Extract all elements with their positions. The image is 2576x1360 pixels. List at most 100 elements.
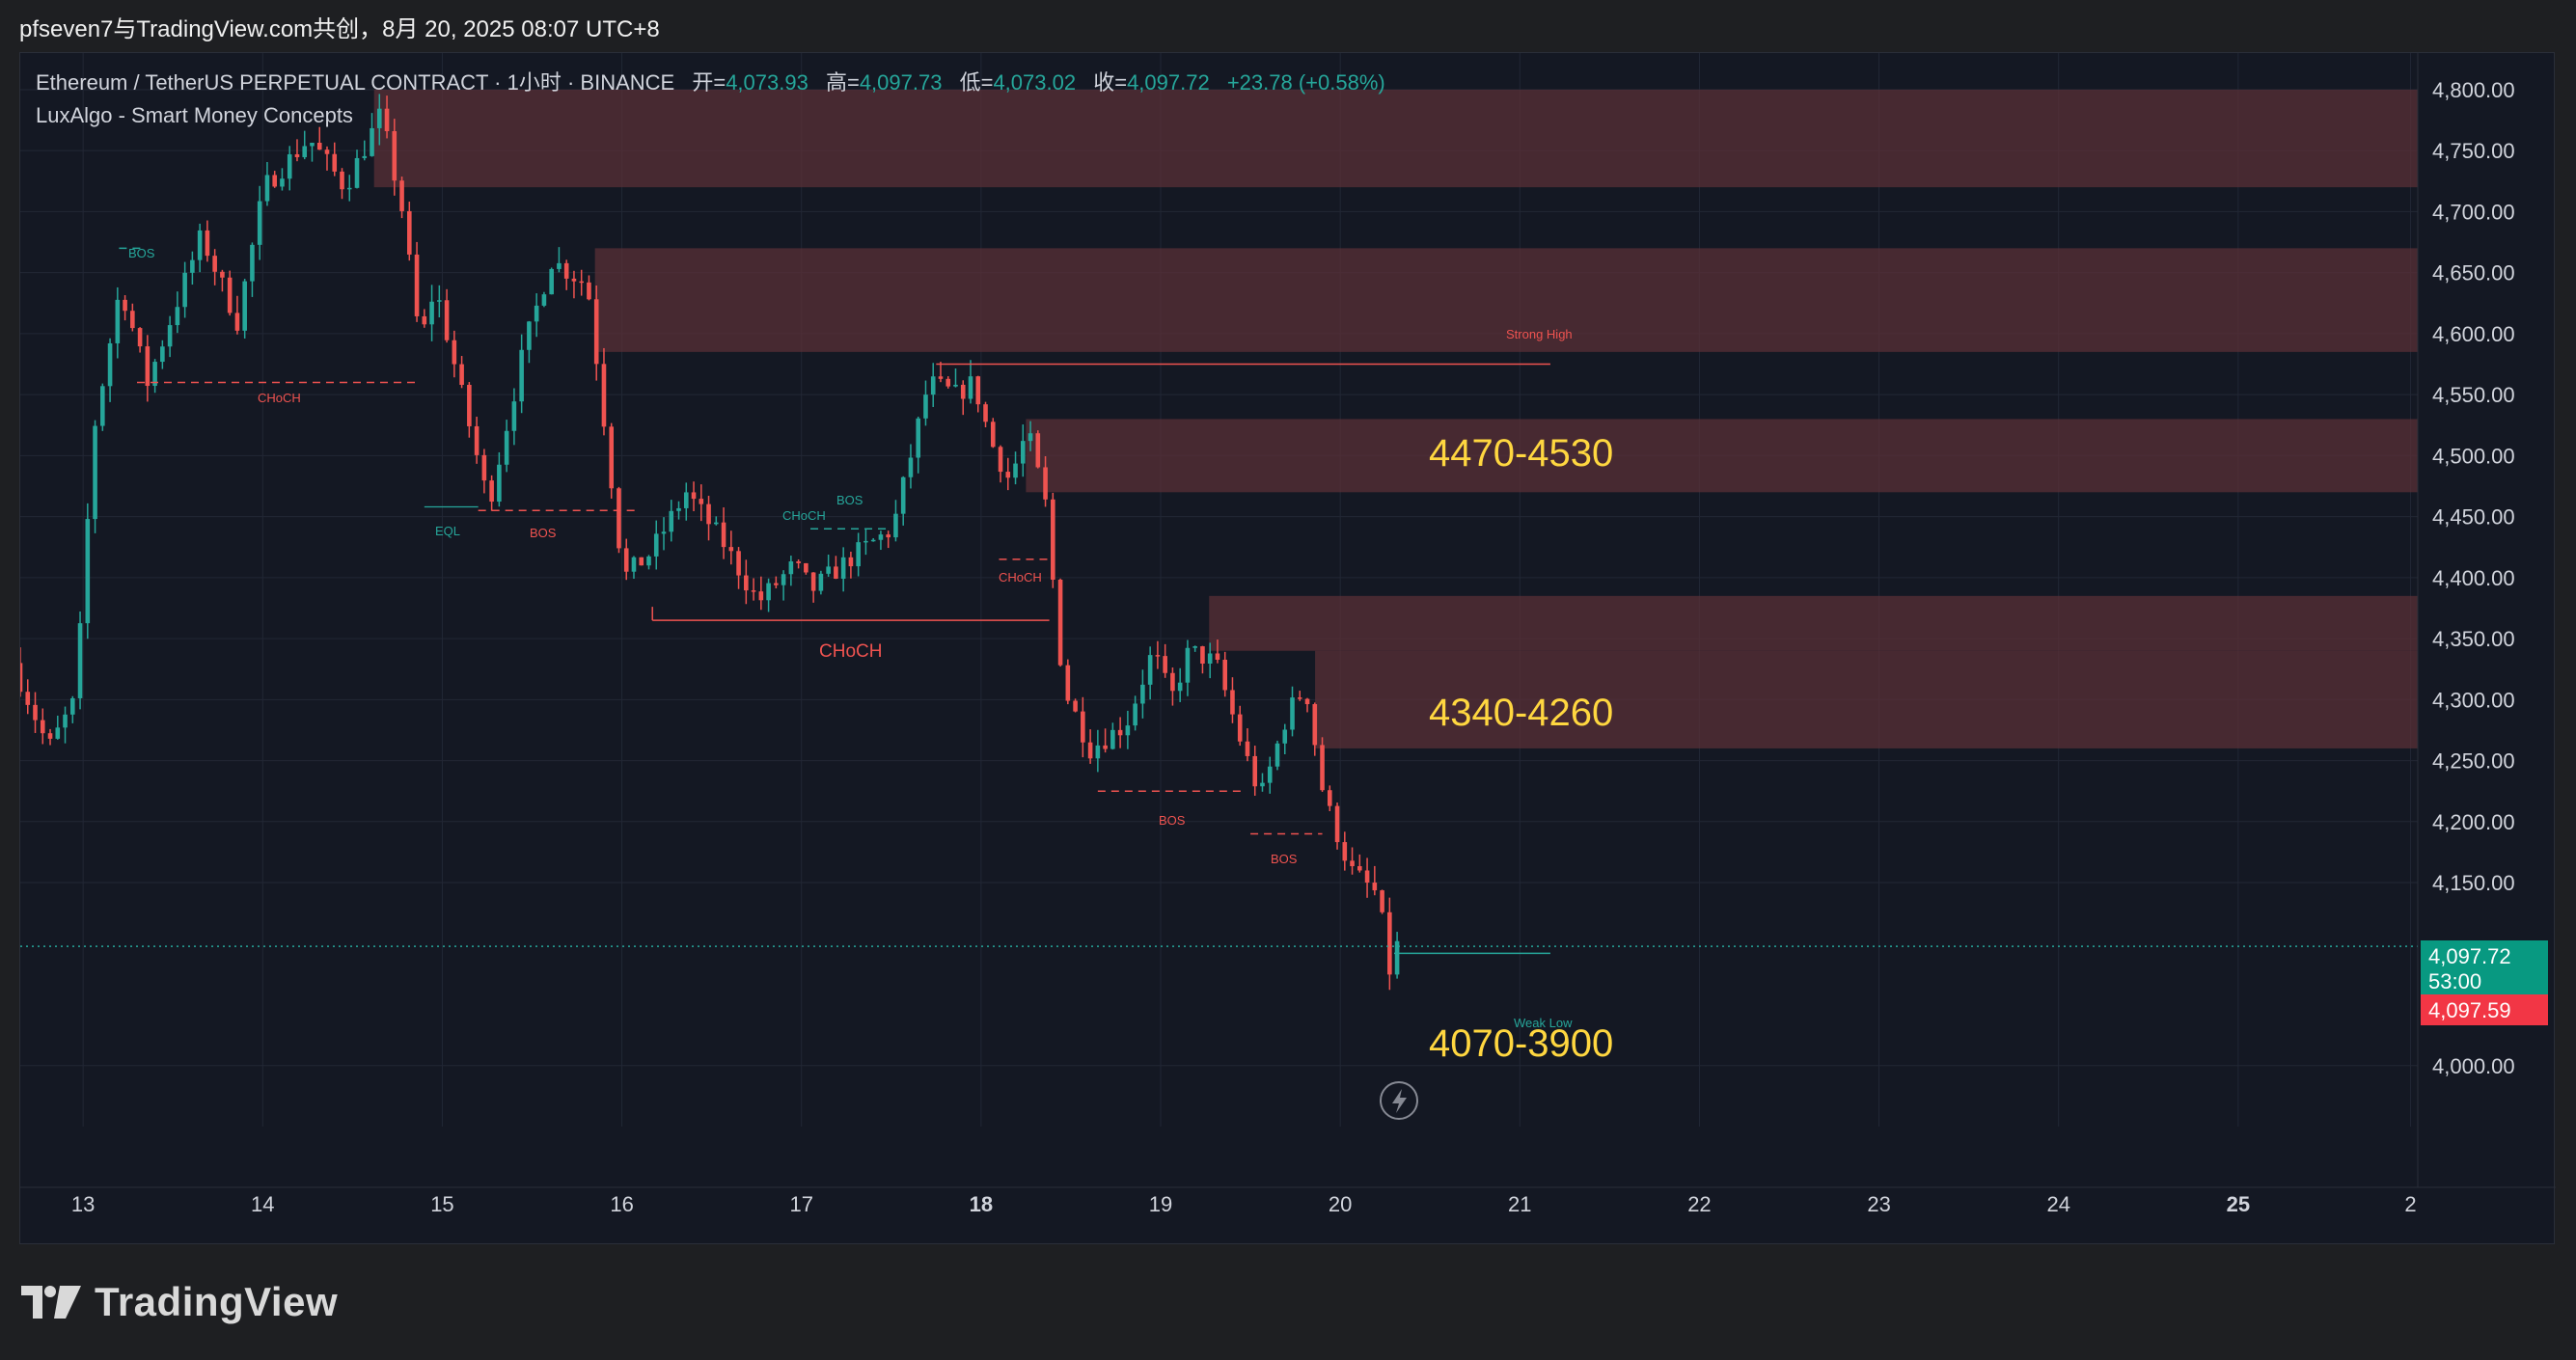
candle-body [1147,655,1153,685]
candle-body [683,492,689,508]
candle-body [1237,714,1243,742]
price-tick-label: 4,350.00 [2432,627,2515,651]
candle-body [571,278,577,282]
candle-body [182,272,187,308]
candle-body [1087,742,1093,759]
price-tick-label: 4,300.00 [2432,688,2515,712]
candle-body [527,321,532,350]
candle-body [175,307,180,326]
candle-body [878,534,884,540]
candle-body [354,157,360,188]
candle-body [1155,655,1161,657]
replay-button[interactable] [1380,1081,1418,1120]
candle-body [1177,682,1183,692]
candle-body [77,623,83,698]
time-tick-label: 2 [2404,1192,2416,1216]
price-badges: 4,097.72 53:00 4,097.59 [2421,940,2548,1025]
candle-body [1073,700,1078,712]
bos-label-2: BOS [530,526,557,540]
time-tick-label: 21 [1508,1192,1531,1216]
candle-body [1297,697,1302,699]
candle-body [1117,729,1123,736]
bos-label-1: BOS [128,246,155,260]
candle-body [310,142,315,147]
time-tick-label: 16 [610,1192,633,1216]
time-tick-label: 23 [1867,1192,1890,1216]
candle-body [467,384,472,426]
time-tick-label: 13 [71,1192,95,1216]
legend-change: +23.78 (+0.58%) [1227,70,1385,95]
tradingview-logo[interactable]: TradingView [21,1279,338,1325]
candle-body [346,187,352,190]
candle-body [557,262,562,269]
legend-low-value: 4,073.02 [993,70,1076,95]
candle-body [609,426,615,489]
candle-body [758,591,764,601]
candle-body [220,271,225,278]
candle-body [1304,698,1310,705]
candle-body [25,692,31,705]
lightning-icon [1392,1089,1407,1113]
candle-body [796,561,801,563]
candle-body [736,551,741,576]
legend: Ethereum / TetherUS PERPETUAL CONTRACT ·… [36,70,1385,127]
supply-zone [1026,419,2418,493]
tradingview-wordmark: TradingView [95,1279,339,1324]
candle-body [93,425,97,520]
candle-body [623,548,629,572]
candle-body [601,364,607,427]
candle-body [63,714,68,728]
candle-body [324,150,330,154]
candle-body [1357,866,1362,871]
plot-area [20,53,2418,1127]
candle-body [706,503,711,525]
time-tick-label: 15 [430,1192,453,1216]
candle-body [714,522,719,525]
price-chart[interactable]: Ethereum / TetherUS PERPETUAL CONTRACT ·… [17,53,2556,1245]
candle-body [975,376,981,405]
candle-body [1274,743,1280,767]
legend-open-value: 4,073.93 [726,70,808,95]
time-tick-label: 24 [2046,1192,2069,1216]
last-price-badge [2421,940,2548,994]
time-tick-label: 20 [1329,1192,1352,1216]
candle-body [69,697,75,715]
candle-body [1380,890,1384,912]
time-tick-label: 19 [1149,1192,1172,1216]
candle-body [452,340,457,365]
candle-body [407,210,412,255]
legend-low-label: 低= [960,70,994,95]
candle-body [848,557,854,567]
candle-body [1095,745,1101,759]
legend-open-label: 开= [692,70,726,95]
candle-body [40,720,45,734]
svg-text:Ethereum / TetherUS PERPETUAL: Ethereum / TetherUS PERPETUAL CONTRACT ·… [36,70,1385,95]
bos-label-5: BOS [1271,852,1298,866]
candle-body [280,178,285,187]
time-tick-label: 17 [789,1192,812,1216]
candle-body [1245,741,1250,756]
chart-frame[interactable]: Ethereum / TetherUS PERPETUAL CONTRACT ·… [17,52,2556,1245]
share-header: pfseven7与TradingView.com共创，8月 20, 2025 0… [0,0,2576,52]
candle-body [47,733,53,739]
zone-label-4470-4530: 4470-4530 [1429,432,1613,475]
legend-close-label: 收= [1093,70,1127,95]
candle-body [1020,441,1026,464]
candle-body [489,480,494,503]
candle-body [272,175,278,187]
candle-body [788,561,794,575]
zone-label-4340-4260: 4340-4260 [1429,692,1613,734]
candle-body [205,230,210,257]
candle-body [437,300,442,302]
candle-body [728,547,734,552]
price-tick-label: 4,550.00 [2432,383,2515,407]
candle-body [1334,805,1340,843]
candle-body [549,268,554,295]
candle-body [1043,467,1048,500]
candle-body [1065,665,1071,701]
candle-body [264,175,270,202]
candle-body [384,108,390,132]
price-tick-label: 4,500.00 [2432,444,2515,468]
time-axis: 13 14 15 16 17 18 19 20 21 22 23 24 25 2 [20,53,2556,1216]
price-tick-label: 4,750.00 [2432,139,2515,163]
